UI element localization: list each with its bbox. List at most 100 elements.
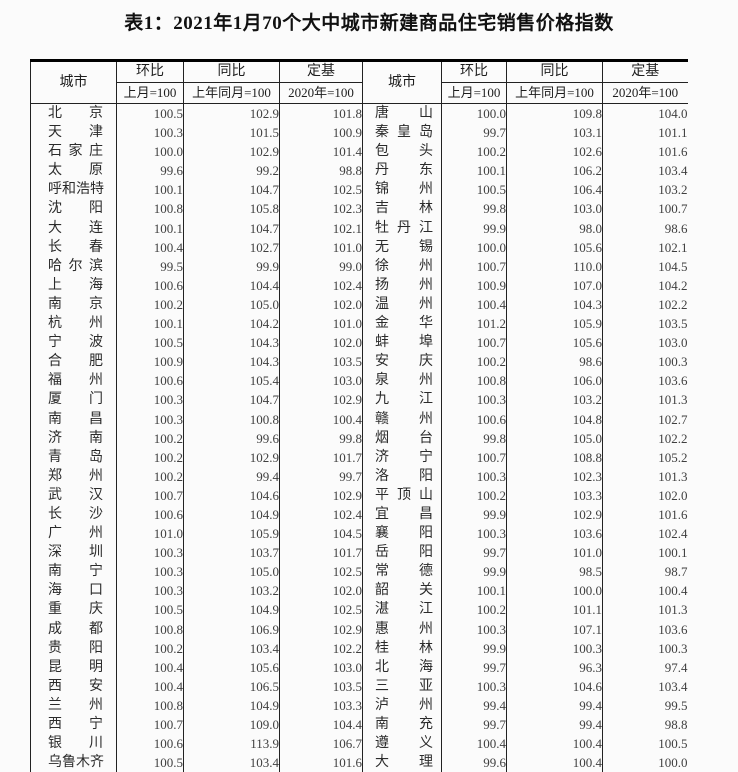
index-value-mom: 100.6: [116, 504, 184, 525]
index-value-base: 100.3: [602, 638, 688, 658]
index-value-base: 100.7: [602, 199, 688, 219]
table-header: 城市 环比 同比 定基 城市 环比 同比 定基 上月=100 上年同月=100 …: [30, 60, 688, 104]
index-value-yoy: 106.5: [183, 676, 280, 696]
index-value-base: 101.6: [602, 504, 688, 525]
index-value-yoy: 104.6: [506, 676, 603, 696]
city-name: 泸州: [362, 695, 442, 715]
index-value-mom: 100.7: [441, 256, 507, 276]
index-value-base: 102.7: [602, 409, 688, 429]
index-value-mom: 100.3: [441, 524, 507, 544]
index-value-yoy: 103.3: [506, 485, 603, 505]
index-value-yoy: 106.4: [506, 180, 603, 200]
index-value-yoy: 102.9: [506, 504, 603, 525]
city-name: 海口: [30, 581, 117, 601]
index-value-yoy: 106.9: [183, 619, 280, 639]
index-value-base: 100.3: [602, 352, 688, 372]
city-name: 石家庄: [30, 142, 117, 162]
index-value-yoy: 99.4: [506, 715, 603, 735]
city-name: 洛阳: [362, 466, 442, 486]
index-value-mom: 99.7: [441, 123, 507, 143]
city-name: 南充: [362, 715, 442, 735]
index-value-mom: 99.7: [441, 543, 507, 563]
index-value-yoy: 101.5: [183, 123, 280, 143]
table-body: 北京 100.5 102.9 101.8 唐山 100.0 109.8 104.0 天津 100.…: [30, 103, 688, 772]
city-name: 包头: [362, 142, 442, 162]
index-value-yoy: 103.1: [506, 123, 603, 143]
index-value-base: 100.9: [279, 123, 363, 143]
index-value-yoy: 104.3: [183, 352, 280, 372]
index-value-base: 100.1: [602, 543, 688, 563]
index-value-yoy: 105.0: [183, 562, 280, 582]
index-value-base: 97.4: [602, 657, 688, 677]
index-value-mom: 100.6: [116, 275, 184, 295]
city-name: 哈尔滨: [30, 256, 117, 276]
index-value-yoy: 105.0: [183, 294, 280, 315]
index-value-yoy: 99.6: [183, 428, 280, 448]
city-name: 惠州: [362, 619, 442, 639]
index-value-base: 99.8: [279, 428, 363, 448]
index-value-yoy: 100.4: [506, 753, 603, 772]
index-value-yoy: 103.4: [183, 638, 280, 658]
index-value-base: 101.0: [279, 314, 363, 334]
index-value-mom: 100.3: [116, 543, 184, 563]
index-value-yoy: 109.0: [183, 715, 280, 735]
index-value-mom: 100.6: [116, 734, 184, 754]
index-value-base: 102.0: [602, 485, 688, 505]
city-name: 大连: [30, 218, 117, 238]
index-value-base: 100.4: [279, 409, 363, 429]
index-value-yoy: 106.2: [506, 161, 603, 181]
index-value-base: 102.0: [279, 581, 363, 601]
table-title: 表1：2021年1月70个大中城市新建商品住宅销售价格指数: [124, 13, 614, 34]
index-value-mom: 100.7: [441, 333, 507, 353]
table-row: 长沙 100.6 104.9 102.4 宜昌 99.9 102.9 101.6: [30, 504, 688, 525]
index-value-yoy: 105.6: [506, 333, 603, 353]
table-row: 上海 100.6 104.4 102.4 扬州 100.9 107.0 104.2: [30, 275, 688, 295]
index-value-mom: 100.0: [441, 237, 507, 257]
city-name: 乌鲁木齐: [30, 753, 117, 772]
col-header-city-right: 城市: [362, 60, 442, 104]
index-value-yoy: 104.7: [183, 218, 280, 238]
index-value-mom: 100.4: [441, 294, 507, 315]
index-value-base: 103.4: [602, 161, 688, 181]
index-value-yoy: 101.0: [506, 543, 603, 563]
index-value-yoy: 105.8: [183, 199, 280, 219]
index-value-yoy: 102.6: [506, 142, 603, 162]
index-value-mom: 100.5: [116, 753, 184, 772]
table-row: 大连 100.1 104.7 102.1 牡丹江 99.9 98.0 98.6: [30, 218, 688, 238]
col-header-city-left: 城市: [30, 60, 117, 104]
index-value-base: 103.3: [279, 695, 363, 715]
index-value-mom: 100.3: [116, 409, 184, 429]
city-name: 太原: [30, 161, 117, 181]
table-row: 济南 100.2 99.6 99.8 烟台 99.8 105.0 102.2: [30, 428, 688, 448]
index-value-base: 101.3: [602, 600, 688, 620]
index-value-mom: 100.3: [116, 581, 184, 601]
col-header-base-left: 定基: [279, 60, 363, 83]
table-row: 福州 100.6 105.4 103.0 泉州 100.8 106.0 103.6: [30, 371, 688, 391]
header-row-sub: 上月=100 上年同月=100 2020年=100 上月=100 上年同月=10…: [31, 82, 688, 104]
table-row: 西安 100.4 106.5 103.5 三亚 100.3 104.6 103.4: [30, 676, 688, 696]
index-value-base: 104.4: [279, 715, 363, 735]
table-row: 武汉 100.7 104.6 102.9 平顶山 100.2 103.3 102.0: [30, 485, 688, 505]
city-name: 泉州: [362, 371, 442, 391]
header-row-main: 城市 环比 同比 定基 城市 环比 同比 定基: [30, 60, 688, 104]
index-value-mom: 100.2: [116, 638, 184, 658]
index-value-yoy: 104.7: [183, 390, 280, 410]
index-value-yoy: 106.0: [506, 371, 603, 391]
city-name: 重庆: [30, 600, 117, 620]
index-value-mom: 100.8: [441, 371, 507, 391]
index-value-yoy: 100.0: [506, 581, 603, 601]
table-row: 宁波 100.5 104.3 102.0 蚌埠 100.7 105.6 103.0: [30, 333, 688, 353]
col-header-base-right: 定基: [602, 60, 688, 83]
index-value-base: 103.5: [279, 352, 363, 372]
index-value-base: 98.7: [602, 562, 688, 582]
city-name: 西宁: [30, 715, 117, 735]
index-value-mom: 100.3: [116, 562, 184, 582]
index-value-yoy: 99.9: [183, 256, 280, 276]
index-value-mom: 100.6: [441, 409, 507, 429]
index-value-yoy: 105.9: [506, 314, 603, 334]
index-value-mom: 100.1: [441, 161, 507, 181]
index-value-base: 100.0: [602, 753, 688, 772]
index-value-yoy: 102.7: [183, 237, 280, 257]
city-name: 青岛: [30, 447, 117, 467]
city-name: 扬州: [362, 275, 442, 295]
